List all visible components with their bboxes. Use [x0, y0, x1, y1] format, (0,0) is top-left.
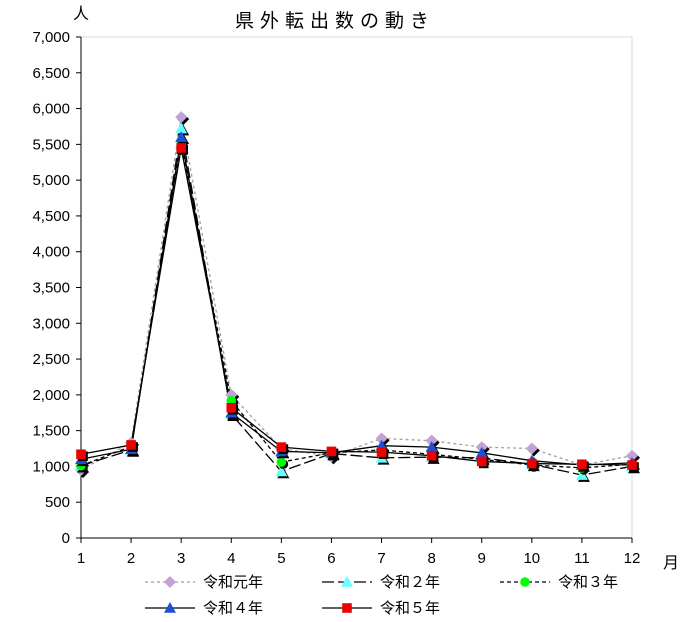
legend-label: 令和２年: [380, 573, 440, 591]
legend-item: 令和５年: [322, 599, 440, 617]
y-tick-label: 500: [45, 494, 70, 511]
x-axis-ticks: 1 2 3 4 5 6 7 8 9 10 11 12: [77, 538, 641, 567]
legend-item: 令和４年: [145, 599, 263, 617]
legend-marker: [520, 577, 530, 587]
series-layer: [75, 111, 640, 482]
data-point: [425, 434, 438, 447]
x-tick-label: 7: [377, 550, 385, 567]
chart-title: 県外転出数の動き: [235, 10, 435, 32]
data-point: [475, 446, 488, 458]
data-point: [226, 402, 237, 413]
x-tick-label: 12: [624, 550, 641, 567]
x-tick-label: 2: [127, 550, 135, 567]
data-point: [176, 143, 186, 153]
y-tick-label: 3,500: [32, 280, 70, 297]
data-point: [527, 458, 537, 469]
series-markers-3: [76, 139, 639, 475]
series-line: [80, 128, 633, 476]
data-point: [275, 465, 288, 477]
y-tick-label: 5,500: [32, 136, 70, 153]
legend-item: 令和２年: [322, 573, 440, 591]
legend-marker: [341, 576, 353, 587]
y-tick-label: 6,000: [32, 101, 70, 118]
x-tick-label: 8: [427, 550, 435, 567]
x-tick-label: 3: [177, 550, 185, 567]
data-point: [525, 442, 538, 455]
y-tick-label: 7,000: [32, 29, 70, 46]
legend-label: 令和元年: [203, 573, 263, 591]
legend-label: 令和４年: [203, 599, 263, 617]
x-tick-label: 9: [478, 550, 486, 567]
series-5: [80, 147, 633, 466]
data-point: [276, 442, 287, 452]
data-point: [577, 459, 587, 470]
legend-label: 令和３年: [558, 573, 618, 591]
series-4: [80, 137, 633, 466]
y-axis-unit: 人: [73, 4, 89, 23]
legend-item: 令和３年: [500, 573, 618, 591]
data-point: [375, 432, 388, 445]
y-tick-label: 5,000: [32, 172, 70, 189]
series-line: [80, 144, 633, 469]
y-tick-label: 0: [62, 530, 70, 547]
x-tick-label: 10: [523, 550, 540, 567]
data-point: [175, 111, 188, 124]
data-point: [276, 457, 287, 467]
series-markers-2: [75, 122, 640, 482]
series-2: [80, 128, 633, 476]
data-point: [425, 441, 438, 452]
y-tick-label: 1,000: [32, 458, 70, 475]
y-tick-label: 1,500: [32, 423, 70, 440]
data-point: [175, 131, 188, 142]
series-markers-4: [75, 131, 640, 472]
data-point: [476, 456, 487, 467]
data-point: [426, 450, 437, 461]
series-line: [80, 117, 633, 471]
legend-item: 令和元年: [145, 573, 263, 591]
series-line: [80, 137, 633, 466]
series-line: [80, 147, 633, 466]
series-1: [80, 117, 633, 471]
legend-marker: [164, 576, 176, 588]
data-point: [626, 449, 638, 462]
data-point: [575, 469, 588, 480]
series-3: [80, 144, 633, 469]
legend-marker: [342, 603, 352, 613]
x-tick-label: 5: [277, 550, 285, 567]
y-tick-label: 4,000: [32, 244, 70, 261]
series-markers-5: [76, 143, 639, 472]
data-point: [126, 440, 136, 450]
x-tick-label: 6: [327, 550, 335, 567]
data-point: [376, 447, 387, 457]
data-point: [627, 460, 637, 470]
legend-marker: [164, 602, 176, 613]
y-tick-label: 4,500: [32, 208, 70, 225]
y-tick-label: 3,000: [32, 315, 70, 332]
data-point: [326, 446, 337, 457]
data-point: [175, 122, 188, 134]
series-markers-1: [75, 111, 640, 479]
y-tick-label: 2,500: [32, 351, 70, 368]
x-axis-unit: 月: [663, 553, 679, 572]
x-tick-label: 4: [227, 550, 235, 567]
x-tick-label: 1: [77, 550, 85, 567]
y-tick-label: 2,000: [32, 387, 70, 404]
x-tick-label: 11: [574, 550, 590, 567]
data-point: [76, 449, 86, 460]
legend-label: 令和５年: [380, 599, 440, 617]
y-tick-label: 6,500: [32, 65, 70, 82]
y-axis-ticks: 0 500 1,000 1,500 2,000 2,500 3,000 3,500 4,000 4…: [32, 29, 81, 547]
